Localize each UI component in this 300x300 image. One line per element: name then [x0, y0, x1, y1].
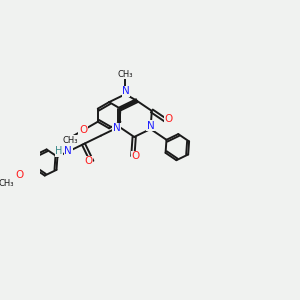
- Text: N: N: [64, 146, 72, 156]
- Text: O: O: [132, 151, 140, 161]
- Text: N: N: [147, 121, 154, 131]
- Text: O: O: [79, 125, 87, 135]
- Text: O: O: [164, 114, 172, 124]
- Text: N: N: [122, 86, 130, 96]
- Text: N: N: [113, 123, 121, 133]
- Text: O: O: [16, 170, 24, 180]
- Text: CH₃: CH₃: [0, 179, 14, 188]
- Text: CH₃: CH₃: [62, 136, 78, 145]
- Text: O: O: [85, 157, 93, 166]
- Text: H: H: [55, 146, 63, 156]
- Text: CH₃: CH₃: [118, 70, 133, 79]
